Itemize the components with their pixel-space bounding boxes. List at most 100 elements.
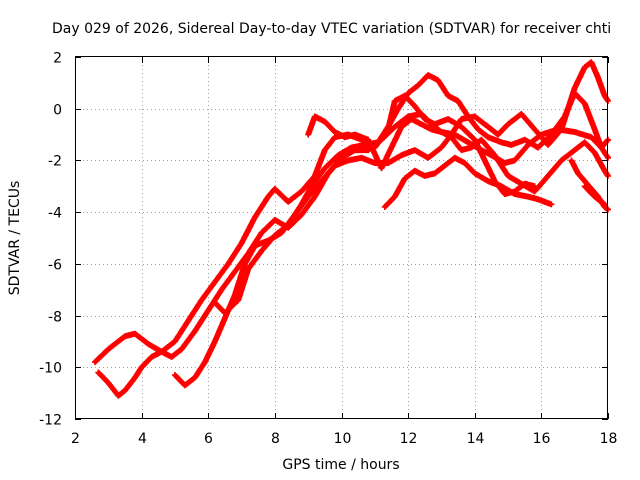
data-point (93, 360, 97, 364)
data-point (373, 161, 377, 165)
data-point (573, 148, 577, 152)
y-tick-label: -6 (48, 258, 62, 274)
data-point (519, 182, 523, 186)
data-point (180, 347, 184, 351)
data-point (306, 133, 310, 137)
y-tick-label: -12 (39, 413, 62, 429)
data-point (346, 158, 350, 162)
data-point (583, 184, 587, 188)
data-point (323, 166, 327, 170)
data-point (223, 311, 227, 315)
data-point (483, 122, 487, 126)
data-point (426, 156, 430, 160)
data-point (513, 158, 517, 162)
data-point (503, 192, 507, 196)
data-point (343, 135, 347, 139)
data-point (583, 102, 587, 105)
data-point (333, 130, 337, 134)
data-point (603, 169, 607, 173)
data-point (123, 334, 127, 338)
x-tick-label: 14 (467, 431, 485, 447)
data-point (366, 138, 370, 142)
data-point (193, 376, 197, 380)
data-point (390, 146, 393, 149)
data-point (223, 316, 227, 320)
data-point (466, 140, 470, 144)
data-point (583, 140, 587, 144)
data-point (313, 115, 317, 118)
data-point (603, 94, 607, 98)
data-point (406, 91, 410, 95)
series-markers (95, 110, 611, 399)
data-point (446, 117, 450, 121)
data-point (533, 127, 537, 131)
data-point (479, 148, 483, 152)
data-point (429, 127, 433, 131)
data-point (146, 342, 150, 346)
data-point (466, 115, 470, 118)
data-point (479, 138, 483, 142)
data-point (546, 174, 550, 178)
series-track-4 (211, 72, 611, 316)
data-point (546, 143, 550, 147)
data-point (473, 115, 477, 118)
data-point (313, 195, 317, 199)
data-point (206, 308, 210, 312)
data-point (403, 177, 407, 180)
data-point (353, 133, 357, 137)
data-point (486, 179, 490, 183)
data-point (300, 202, 303, 206)
y-tick-label: -4 (48, 206, 62, 222)
series-track-6 (381, 154, 555, 210)
data-point (583, 65, 587, 69)
data-point (536, 197, 540, 201)
data-point (396, 107, 400, 111)
series-track-2 (95, 110, 611, 399)
data-point (123, 389, 127, 393)
x-tick-label: 18 (600, 431, 618, 447)
data-point (106, 347, 110, 351)
data-point (549, 202, 553, 206)
y-tick-label: -2 (48, 154, 62, 170)
data-point (233, 293, 237, 297)
data-point (429, 122, 433, 126)
x-tick-label: 4 (138, 431, 147, 447)
data-point (393, 195, 397, 199)
data-point (366, 148, 370, 152)
data-point (140, 365, 144, 369)
x-tick-label: 12 (400, 431, 418, 447)
data-point (486, 135, 490, 139)
data-point (593, 195, 597, 199)
data-point (453, 156, 457, 160)
data-point (459, 117, 463, 121)
data-point (273, 218, 277, 222)
data-point (436, 78, 440, 82)
data-point (320, 179, 323, 183)
data-point (559, 127, 563, 131)
data-point (106, 381, 110, 385)
data-point (183, 383, 187, 387)
data-point (483, 158, 487, 162)
data-point (463, 161, 467, 165)
data-point (160, 350, 164, 354)
data-point (503, 161, 507, 165)
data-point (419, 112, 423, 116)
data-point (173, 339, 177, 343)
data-point (350, 146, 353, 149)
data-point (186, 319, 190, 323)
data-point (173, 373, 177, 377)
data-point (193, 329, 197, 333)
data-point (519, 112, 523, 116)
x-tick-label: 10 (334, 431, 352, 447)
data-point (509, 143, 513, 147)
data-point (323, 148, 327, 152)
data-point (413, 104, 417, 108)
data-point (439, 146, 443, 149)
data-point (116, 394, 120, 398)
data-point (260, 231, 263, 235)
data-point (573, 91, 577, 95)
data-point (96, 371, 100, 374)
data-point (360, 156, 363, 160)
data-point (449, 135, 453, 139)
data-point (410, 117, 413, 121)
